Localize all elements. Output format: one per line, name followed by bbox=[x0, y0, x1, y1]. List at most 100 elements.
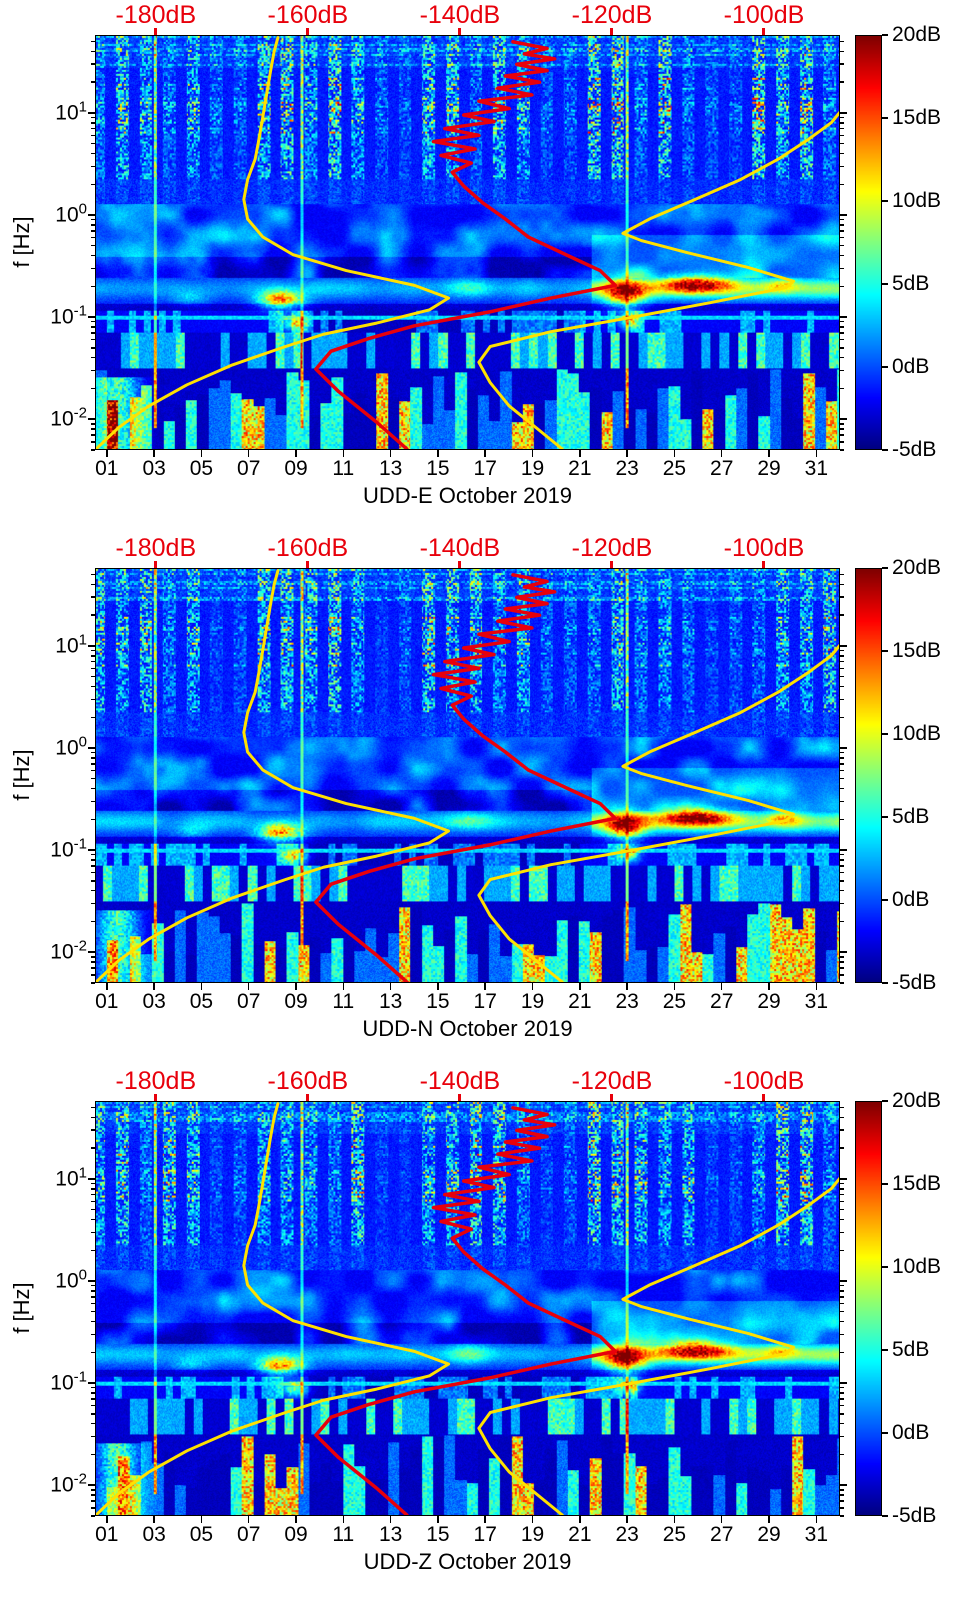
x-tick-label: 17 bbox=[473, 1523, 497, 1546]
y-tick-right bbox=[840, 1500, 844, 1502]
y-tick-right bbox=[840, 1398, 844, 1400]
y-tick-right bbox=[840, 316, 847, 318]
colorbar-tick bbox=[882, 733, 888, 735]
top-db-tick bbox=[610, 561, 614, 569]
y-tick-label: 10-2 bbox=[0, 1471, 87, 1498]
y-tick bbox=[91, 320, 95, 323]
colorbar-tick-label: 5dB bbox=[892, 272, 930, 295]
y-tick-right bbox=[840, 152, 844, 155]
y-tick bbox=[91, 583, 95, 586]
y-tick-right bbox=[840, 356, 844, 359]
x-tick bbox=[153, 450, 155, 457]
top-db-tick bbox=[306, 28, 310, 36]
x-tick-label: 11 bbox=[332, 990, 355, 1013]
y-tick-exponent: 0 bbox=[78, 200, 87, 218]
top-db-tick bbox=[306, 561, 310, 569]
y-tick-right bbox=[840, 50, 844, 53]
y-tick-right bbox=[840, 849, 847, 851]
y-tick-label: 10-2 bbox=[0, 405, 87, 432]
y-tick-right bbox=[840, 596, 844, 598]
colorbar-tick bbox=[882, 1266, 888, 1268]
colorbar-tick bbox=[882, 650, 888, 652]
y-tick bbox=[91, 183, 95, 185]
y-tick bbox=[91, 573, 95, 576]
y-tick-right bbox=[840, 655, 844, 657]
y-tick-right bbox=[840, 236, 844, 239]
y-tick-exponent: -2 bbox=[73, 937, 87, 955]
x-tick bbox=[673, 1516, 676, 1523]
y-tick-base: 10 bbox=[55, 1269, 79, 1293]
y-tick bbox=[91, 649, 95, 652]
y-tick bbox=[91, 667, 95, 670]
y-tick bbox=[91, 967, 95, 969]
y-tick bbox=[91, 1302, 95, 1305]
y-tick-label: 100 bbox=[0, 201, 87, 228]
y-axis-label: f [Hz] bbox=[9, 749, 34, 801]
y-tick bbox=[91, 871, 95, 874]
y-tick bbox=[91, 777, 95, 780]
x-tick-label: 31 bbox=[804, 457, 829, 480]
x-tick bbox=[153, 1516, 155, 1523]
top-db-tick-label: -140dB bbox=[419, 1, 501, 29]
y-tick-right bbox=[840, 889, 844, 892]
x-tick bbox=[247, 983, 250, 990]
top-db-tick bbox=[458, 561, 462, 569]
y-tick bbox=[91, 441, 95, 443]
x-tick-label: 25 bbox=[662, 1523, 687, 1546]
y-tick bbox=[91, 116, 95, 119]
y-tick-right bbox=[840, 751, 844, 754]
y-tick-right bbox=[840, 369, 844, 372]
y-tick-right bbox=[840, 667, 844, 670]
y-tick bbox=[91, 757, 95, 759]
y-tick bbox=[91, 1249, 95, 1251]
x-tick-label: 17 bbox=[473, 990, 497, 1013]
x-tick-label: 17 bbox=[473, 457, 497, 480]
y-tick-right bbox=[840, 1200, 844, 1203]
x-tick-label: 03 bbox=[142, 1523, 166, 1546]
y-tick-right bbox=[840, 800, 844, 803]
top-db-tick-label: -160dB bbox=[267, 1, 349, 29]
x-axis-title: UDD-N October 2019 bbox=[362, 1016, 573, 1041]
y-tick-exponent: 1 bbox=[78, 98, 87, 116]
y-tick-exponent: -2 bbox=[73, 404, 87, 422]
y-tick-right bbox=[840, 347, 844, 349]
y-tick bbox=[88, 1280, 95, 1282]
colorbar-tick bbox=[882, 1515, 888, 1517]
y-tick-right bbox=[840, 1193, 844, 1196]
y-tick-right bbox=[840, 142, 844, 145]
top-db-tick-label: -140dB bbox=[419, 534, 501, 562]
top-db-tick-label: -160dB bbox=[267, 534, 349, 562]
y-tick bbox=[91, 122, 95, 124]
y-tick bbox=[88, 1484, 95, 1486]
y-tick-right bbox=[840, 1392, 844, 1394]
y-tick-right bbox=[840, 449, 844, 451]
plot-area bbox=[95, 568, 840, 983]
y-tick-exponent: -1 bbox=[73, 1368, 87, 1386]
y-tick bbox=[88, 1178, 95, 1180]
y-tick-right bbox=[840, 1484, 847, 1486]
y-tick-right bbox=[840, 757, 844, 759]
y-tick bbox=[91, 1494, 95, 1496]
x-tick-label: 29 bbox=[757, 1523, 781, 1546]
x-tick bbox=[815, 983, 818, 990]
y-tick bbox=[91, 434, 95, 436]
x-tick-label: 15 bbox=[426, 1523, 450, 1546]
y-tick-right bbox=[840, 1494, 844, 1496]
x-tick-label: 29 bbox=[757, 457, 781, 480]
y-tick-right bbox=[840, 1351, 844, 1354]
spectrogram-heatmap bbox=[96, 36, 839, 449]
y-tick bbox=[91, 1182, 95, 1185]
y-tick bbox=[91, 974, 95, 976]
y-tick bbox=[88, 214, 95, 216]
top-db-tick-label: -120dB bbox=[571, 1, 653, 29]
y-tick-right bbox=[840, 1280, 847, 1282]
top-db-tick-label: -100dB bbox=[723, 1067, 805, 1095]
y-tick bbox=[91, 1310, 95, 1313]
x-tick-label: 21 bbox=[568, 1523, 592, 1546]
y-tick-label: 101 bbox=[0, 632, 87, 659]
y-tick-right bbox=[840, 716, 844, 718]
x-tick bbox=[768, 1516, 770, 1523]
x-tick bbox=[437, 450, 439, 457]
y-tick-right bbox=[840, 434, 844, 436]
y-tick bbox=[91, 165, 95, 168]
